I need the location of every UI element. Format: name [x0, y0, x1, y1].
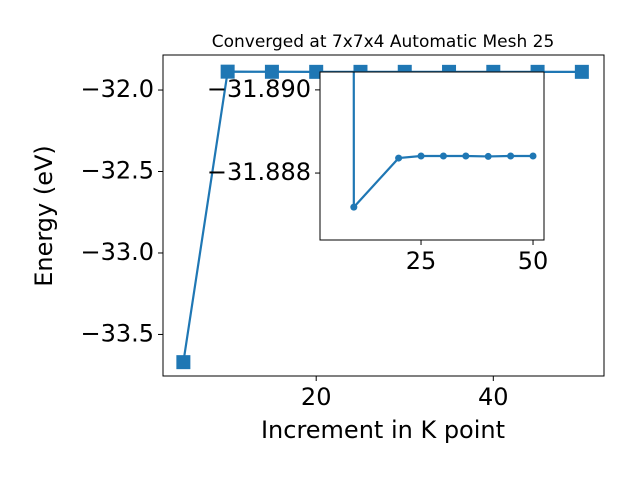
axes-frame	[319, 71, 545, 241]
x-tick-label: 25	[406, 247, 437, 275]
marker	[439, 152, 447, 160]
marker	[507, 152, 515, 160]
marker	[484, 152, 492, 160]
y-tick-label: −32.5	[80, 157, 154, 185]
marker	[350, 203, 358, 211]
y-tick-label: −31.888	[207, 158, 311, 186]
x-tick-label: 50	[518, 247, 549, 275]
marker	[176, 355, 191, 370]
x-tick-label: 20	[301, 383, 332, 411]
y-tick-label: −33.5	[80, 319, 154, 347]
marker	[417, 152, 425, 160]
x-tick-label: 40	[478, 383, 509, 411]
marker	[220, 64, 235, 79]
y-tick-label: −32.0	[80, 75, 154, 103]
chart-title: Converged at 7x7x4 Automatic Mesh 25	[212, 32, 555, 52]
y-tick-label: −31.890	[207, 75, 311, 103]
marker	[529, 152, 537, 160]
y-tick-label: −33.0	[80, 238, 154, 266]
marker	[395, 154, 403, 162]
x-axis-label: Increment in K point	[261, 416, 505, 444]
y-axis-label: Energy (eV)	[30, 145, 58, 287]
marker	[574, 64, 589, 79]
plot-area	[350, 72, 537, 211]
marker	[462, 152, 470, 160]
marker	[264, 64, 279, 79]
axes-frame	[162, 54, 605, 377]
